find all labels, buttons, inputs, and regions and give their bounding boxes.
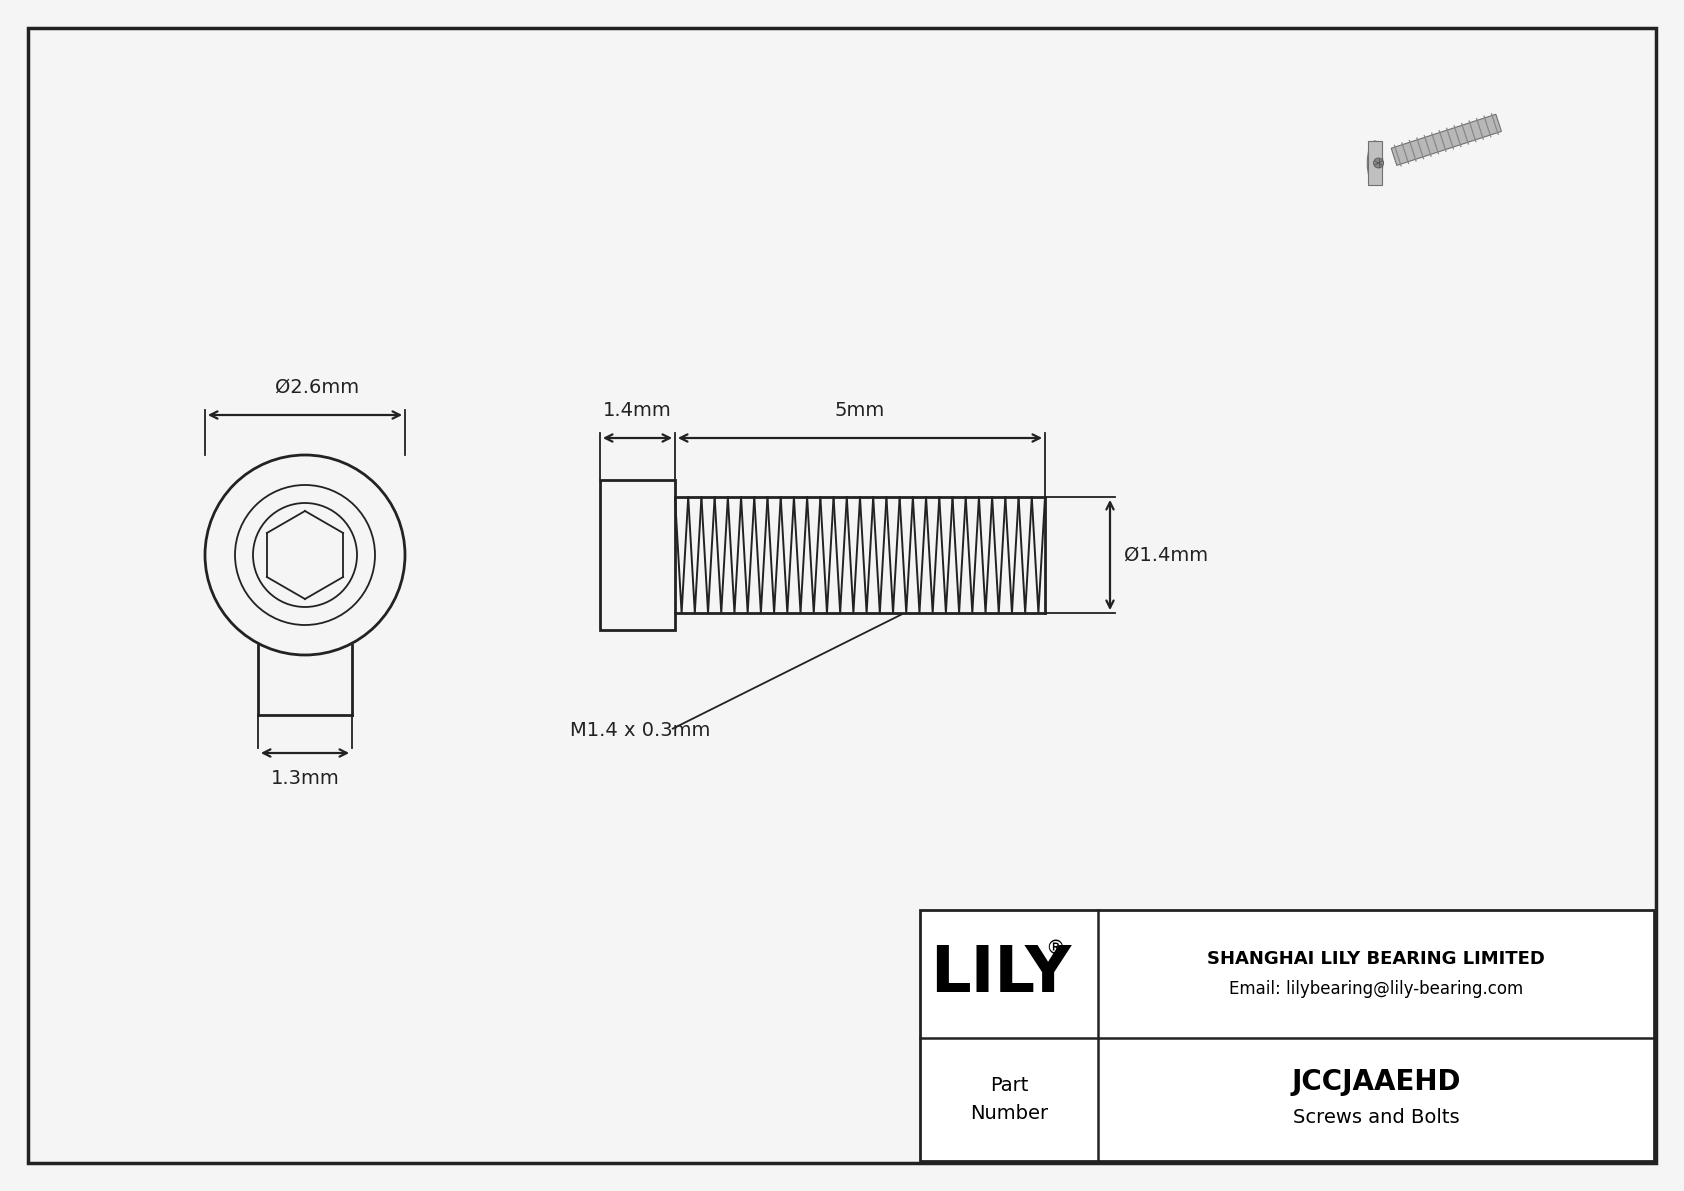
- Text: Ø2.6mm: Ø2.6mm: [274, 378, 359, 397]
- Text: 5mm: 5mm: [835, 401, 886, 420]
- Text: ®: ®: [1046, 940, 1064, 959]
- Text: M1.4 x 0.3mm: M1.4 x 0.3mm: [569, 721, 711, 740]
- Ellipse shape: [1374, 158, 1384, 168]
- Text: Part
Number: Part Number: [970, 1075, 1047, 1123]
- Text: Ø1.4mm: Ø1.4mm: [1123, 545, 1207, 565]
- Bar: [600, 480, 675, 630]
- Text: JCCJAAEHD: JCCJAAEHD: [1292, 1067, 1460, 1096]
- Ellipse shape: [1367, 141, 1383, 185]
- Text: 1.3mm: 1.3mm: [271, 769, 340, 788]
- Text: SHANGHAI LILY BEARING LIMITED: SHANGHAI LILY BEARING LIMITED: [1207, 950, 1544, 968]
- Text: 1.4mm: 1.4mm: [603, 401, 672, 420]
- Bar: [919, 910, 1654, 1161]
- Text: LILY: LILY: [930, 943, 1071, 1005]
- Polygon shape: [1391, 114, 1502, 166]
- Text: Screws and Bolts: Screws and Bolts: [1293, 1108, 1460, 1127]
- Polygon shape: [1369, 141, 1381, 185]
- Text: Email: lilybearing@lily-bearing.com: Email: lilybearing@lily-bearing.com: [1229, 980, 1522, 998]
